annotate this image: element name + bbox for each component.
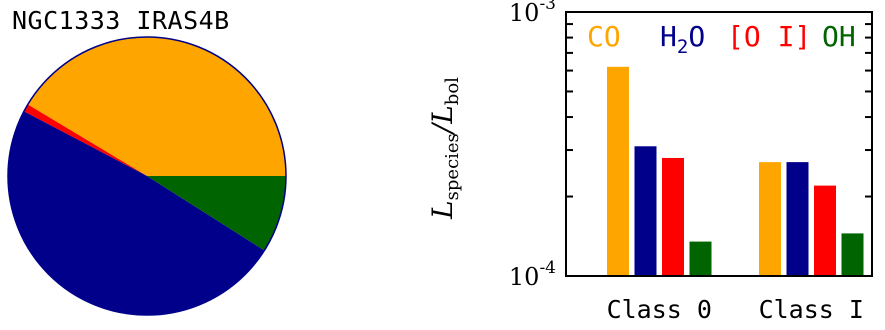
bar-oh-class-0	[689, 241, 712, 276]
pie-outline	[7, 36, 287, 316]
category-labels: Class 0 Class I	[607, 295, 864, 324]
bar-oh-class-i	[841, 233, 864, 276]
bar-oi-class-i	[814, 185, 836, 276]
bar-marks	[607, 66, 864, 276]
y-axis-label: Lspecies/Lbol	[426, 77, 463, 220]
bar-h2o-class-i	[786, 162, 809, 276]
legend-item-co: CO	[587, 20, 621, 53]
pie-chart-title: NGC1333 IRAS4B	[12, 6, 230, 35]
y-tick-base: 10	[509, 0, 540, 27]
legend: CO H2O [O I] OH	[587, 20, 856, 58]
legend-item-oi: [O I]	[727, 20, 811, 53]
category-label: Class I	[759, 295, 864, 324]
pie-slice-co	[27, 36, 287, 176]
bar-oi-class-0	[662, 157, 684, 276]
y-tick-exponent: -3	[539, 0, 556, 14]
y-axis-label-sub2: bol	[442, 77, 463, 105]
legend-item-h2o: H2O	[660, 20, 705, 58]
bar-co-class-i	[759, 162, 781, 276]
pie-slice-oh	[147, 176, 286, 251]
y-tick-base: 10	[509, 263, 540, 291]
y-tick-label: 10-3	[509, 0, 556, 27]
plot-frame	[565, 11, 873, 277]
y-tick-exponent: -4	[539, 258, 556, 278]
pie-slice-h2o	[7, 111, 265, 316]
y-axis-label-sub1: species	[442, 133, 463, 200]
pie-slices	[7, 36, 287, 316]
legend-item-oh: OH	[822, 20, 856, 53]
y-tick-labels: 10-310-4	[509, 0, 556, 291]
y-axis-label-main: L	[426, 200, 459, 220]
y-axis-label-sep: /L	[426, 105, 459, 136]
category-label: Class 0	[607, 295, 712, 324]
bar-co-class-0	[607, 66, 629, 276]
axis-ticks	[566, 11, 872, 277]
bar-h2o-class-0	[634, 146, 657, 276]
y-tick-label: 10-4	[509, 258, 556, 291]
pie-slice-oi	[23, 104, 148, 176]
